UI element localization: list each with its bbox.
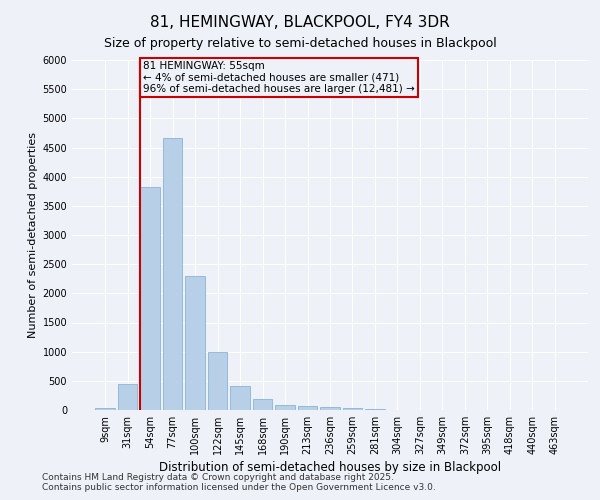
Bar bbox=[163, 138, 182, 410]
Text: 81, HEMINGWAY, BLACKPOOL, FY4 3DR: 81, HEMINGWAY, BLACKPOOL, FY4 3DR bbox=[150, 15, 450, 30]
Bar bbox=[253, 399, 272, 410]
Bar bbox=[140, 187, 160, 410]
Y-axis label: Number of semi-detached properties: Number of semi-detached properties bbox=[28, 132, 38, 338]
Text: Size of property relative to semi-detached houses in Blackpool: Size of property relative to semi-detach… bbox=[104, 38, 496, 51]
Bar bbox=[343, 408, 362, 410]
Bar bbox=[95, 408, 115, 410]
X-axis label: Distribution of semi-detached houses by size in Blackpool: Distribution of semi-detached houses by … bbox=[159, 461, 501, 474]
Bar bbox=[118, 384, 137, 410]
Text: 81 HEMINGWAY: 55sqm
← 4% of semi-detached houses are smaller (471)
96% of semi-d: 81 HEMINGWAY: 55sqm ← 4% of semi-detache… bbox=[143, 61, 415, 94]
Bar bbox=[298, 406, 317, 410]
Bar bbox=[185, 276, 205, 410]
Text: Contains HM Land Registry data © Crown copyright and database right 2025.
Contai: Contains HM Land Registry data © Crown c… bbox=[42, 473, 436, 492]
Bar bbox=[230, 386, 250, 410]
Bar bbox=[208, 352, 227, 410]
Bar bbox=[320, 407, 340, 410]
Bar bbox=[275, 405, 295, 410]
